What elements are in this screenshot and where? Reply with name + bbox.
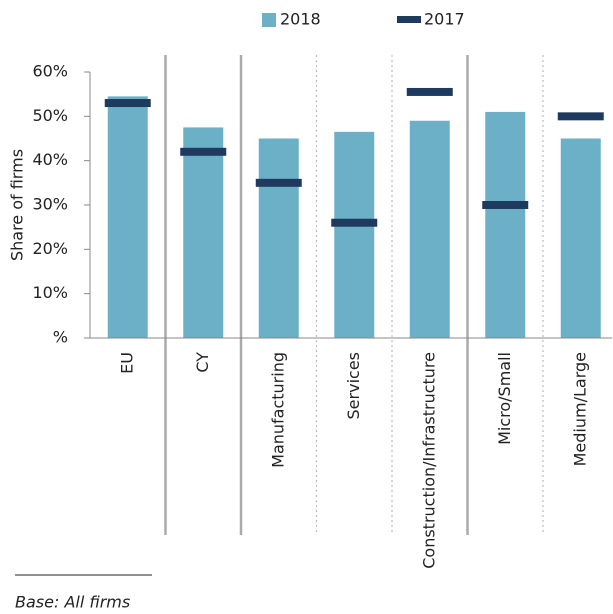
bar [334,131,375,338]
bar [485,111,526,339]
legend-label: 2018 [280,10,321,29]
y-tick-label: 40% [32,150,68,169]
footnote: Base: All firms [15,593,130,612]
legend-label: 2017 [424,10,465,29]
bar [107,96,148,338]
bar [258,138,299,338]
legend-swatch [262,13,276,27]
marker [180,147,227,156]
bar [409,120,450,339]
marker [331,218,378,227]
y-tick-label: % [53,328,68,347]
x-tick-label: Micro/Small [495,352,514,445]
x-tick-label: CY [193,352,212,373]
marker [557,112,604,121]
y-tick-label: 60% [32,62,68,81]
y-axis-label: Share of firms [8,149,27,261]
x-tick-label: Construction/Infrastructure [419,352,438,569]
marker [406,87,453,96]
y-tick-label: 20% [32,239,68,258]
bar [560,138,601,338]
marker [482,201,529,209]
y-tick-label: 10% [32,283,68,302]
x-tick-label: EU [117,352,136,374]
bar [183,127,224,339]
y-tick-label: 50% [32,106,68,125]
x-tick-label: Medium/Large [570,352,589,466]
marker [255,178,302,187]
legend-swatch [397,16,421,23]
x-tick-label: Services [344,352,363,419]
x-tick-label: Manufacturing [268,352,287,468]
marker [104,99,151,108]
y-tick-label: 30% [32,195,68,214]
